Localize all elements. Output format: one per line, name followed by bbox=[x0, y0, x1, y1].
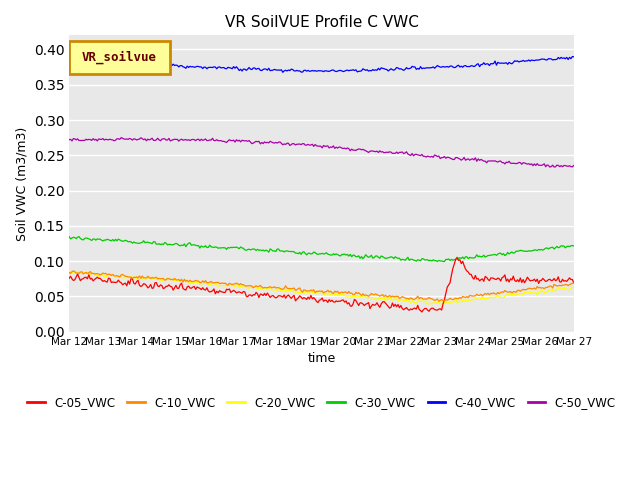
FancyBboxPatch shape bbox=[69, 41, 170, 74]
Text: VR_soilvue: VR_soilvue bbox=[82, 51, 157, 64]
Title: VR SoilVUE Profile C VWC: VR SoilVUE Profile C VWC bbox=[225, 15, 419, 30]
Legend: C-05_VWC, C-10_VWC, C-20_VWC, C-30_VWC, C-40_VWC, C-50_VWC: C-05_VWC, C-10_VWC, C-20_VWC, C-30_VWC, … bbox=[22, 391, 621, 413]
Y-axis label: Soil VWC (m3/m3): Soil VWC (m3/m3) bbox=[15, 126, 28, 240]
X-axis label: time: time bbox=[307, 352, 335, 365]
